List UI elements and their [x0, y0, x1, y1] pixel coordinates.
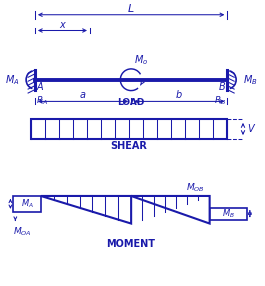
Text: MOMENT: MOMENT	[106, 239, 155, 249]
Text: x: x	[60, 19, 65, 29]
Text: $M_A$: $M_A$	[21, 198, 34, 210]
Text: SHEAR: SHEAR	[111, 141, 148, 151]
Text: A: A	[37, 82, 43, 92]
Text: b: b	[176, 90, 182, 100]
Text: L: L	[128, 4, 134, 14]
Text: $R_B$: $R_B$	[214, 95, 226, 107]
Bar	[13, 196, 41, 212]
Text: $M_{OB}$: $M_{OB}$	[186, 182, 205, 194]
Text: V: V	[247, 124, 254, 134]
Text: $M_o$: $M_o$	[134, 53, 148, 67]
Text: a: a	[80, 90, 86, 100]
Text: LOAD: LOAD	[117, 98, 145, 107]
Text: $R_A$: $R_A$	[36, 95, 48, 107]
Text: $M_A$: $M_A$	[5, 73, 19, 87]
Text: $M_B$: $M_B$	[243, 73, 258, 87]
Bar	[210, 208, 247, 220]
Bar	[31, 119, 227, 139]
Text: $M_{OA}$: $M_{OA}$	[13, 226, 32, 238]
Text: B: B	[219, 82, 225, 92]
Text: $M_B$: $M_B$	[222, 207, 235, 220]
